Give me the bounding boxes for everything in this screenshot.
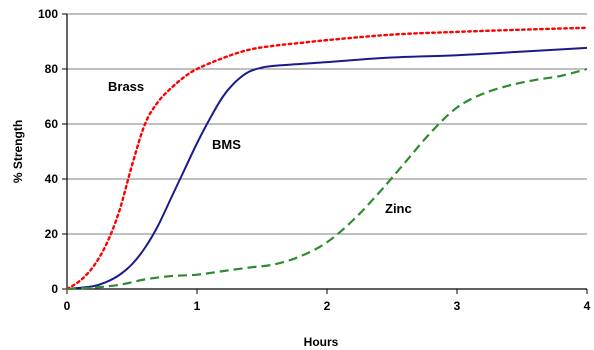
x-tick-label: 2 — [324, 299, 331, 313]
series-label-bms: BMS — [212, 137, 241, 152]
series-line-brass — [65, 26, 589, 291]
y-tick-label: 40 — [45, 172, 59, 186]
series-line-bms — [66, 46, 588, 290]
y-tick-label: 80 — [45, 62, 59, 76]
axes: 0 20 40 60 80 100 0 1 2 3 4 — [38, 7, 591, 313]
gridlines — [67, 13, 587, 235]
y-tick-label: 20 — [45, 227, 59, 241]
series-lines — [65, 26, 589, 291]
series-labels: Brass BMS Zinc — [108, 79, 412, 216]
x-tick-label: 4 — [584, 299, 591, 313]
x-axis-title: Hours — [304, 335, 339, 349]
y-tick-label: 60 — [45, 117, 59, 131]
y-axis-title: % Strength — [11, 120, 25, 183]
x-tick-label: 3 — [454, 299, 461, 313]
y-tick-label: 100 — [38, 7, 58, 21]
y-tick-label: 0 — [51, 282, 58, 296]
series-label-zinc: Zinc — [385, 201, 412, 216]
series-label-brass: Brass — [108, 79, 144, 94]
x-tick-label: 1 — [194, 299, 201, 313]
x-tick-label: 0 — [64, 299, 71, 313]
series-line-zinc — [66, 67, 588, 291]
